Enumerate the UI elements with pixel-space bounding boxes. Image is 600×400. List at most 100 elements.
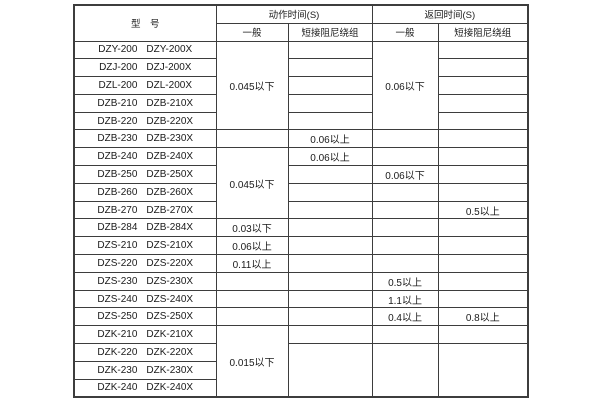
model-name: DZB-220 (97, 115, 138, 127)
return-damped-cell (437, 111, 529, 131)
model-name-x: DZB-260X (146, 186, 194, 198)
model-cell: DZB-270 DZB-270X (73, 200, 217, 220)
return-damped-cell (437, 76, 529, 95)
model-name-x: DZS-240X (146, 293, 194, 305)
table-row: DZJ-200 DZJ-200X (73, 58, 529, 78)
model-name: DZB-250 (97, 168, 138, 180)
table-row: DZB-230 DZB-230X 0.06以上 (73, 129, 529, 149)
action-damped-cell: 0.06以上 (287, 129, 373, 149)
model-name: DZK-220 (97, 346, 138, 358)
model-name: DZK-230 (97, 364, 138, 376)
model-cell: DZS-210 DZS-210X (73, 236, 217, 256)
action-damped-cell (287, 271, 373, 291)
return-damped-cell (437, 58, 529, 78)
table-row: DZS-230 DZS-230X 0.5以上 (73, 271, 529, 291)
model-cell: DZK-220 DZK-220X (73, 343, 217, 362)
action-general-cell (215, 289, 289, 309)
return-damped-cell: 0.5以上 (437, 200, 529, 220)
model-name: DZB-230 (97, 133, 138, 145)
return-general-cell (371, 129, 439, 149)
return-general-cell (371, 343, 439, 398)
return-damped-cell (437, 182, 529, 202)
return-damped-cell (437, 129, 529, 149)
table-row: DZS-240 DZS-240X 1.1以上 (73, 289, 529, 309)
model-name-x: DZS-230X (146, 275, 194, 287)
action-general-cell (215, 129, 289, 149)
header-return-time: 返回时间(S) (371, 4, 529, 24)
return-general-cell (371, 325, 439, 345)
action-damped-cell (287, 325, 373, 345)
model-cell: DZK-230 DZK-230X (73, 360, 217, 380)
table-row: DZB-240 DZB-240X 0.045以下 0.06以上 (73, 147, 529, 220)
model-name: DZK-240 (97, 382, 138, 394)
action-general-cell: 0.045以下 (215, 147, 289, 220)
table-row: DZL-200 DZL-200X (73, 76, 529, 95)
header-action-damped: 短接阻尼绕组 (287, 22, 373, 42)
model-cell: DZL-200 DZL-200X (73, 76, 217, 95)
model-cell: DZB-260 DZB-260X (73, 182, 217, 202)
return-damped-cell (437, 343, 529, 398)
return-general-cell (371, 147, 439, 167)
model-name: DZS-210 (97, 240, 138, 252)
model-name-x: DZS-250X (146, 311, 194, 323)
model-name-x: DZY-200X (146, 44, 193, 56)
table-row: DZB-250 DZB-250X 0.06以下 (73, 165, 529, 184)
return-general-cell (371, 254, 439, 273)
model-name-x: DZL-200X (146, 79, 192, 91)
action-general-cell: 0.045以下 (215, 40, 289, 131)
table-row: DZB-210 DZB-210X (73, 93, 529, 113)
table-row: DZS-220 DZS-220X 0.11以上 (73, 254, 529, 273)
action-damped-cell (287, 289, 373, 309)
table-row: DZB-270 DZB-270X 0.5以上 (73, 200, 529, 220)
model-name: DZB-284 (97, 222, 138, 234)
model-name-x: DZK-220X (146, 346, 194, 358)
return-general-cell (371, 200, 439, 220)
header-action-time: 动作时间(S) (215, 4, 373, 24)
action-damped-cell (287, 182, 373, 202)
table-row: DZB-220 DZB-220X (73, 111, 529, 131)
table-row: DZK-220 DZK-220X (73, 343, 529, 398)
action-damped-cell (287, 93, 373, 113)
header-return-general: 一般 (371, 22, 439, 42)
return-general-cell: 1.1以上 (371, 289, 439, 309)
table-row: DZK-210 DZK-210X 0.015以下 (73, 325, 529, 398)
return-damped-cell (437, 236, 529, 256)
return-general-cell (371, 182, 439, 202)
action-damped-cell (287, 40, 373, 60)
model-name-x: DZK-210X (146, 329, 194, 341)
model-name-x: DZK-230X (146, 364, 194, 376)
model-name-x: DZB-284X (146, 222, 194, 234)
action-general-cell: 0.11以上 (215, 254, 289, 273)
header-return-damped: 短接阻尼绕组 (437, 22, 529, 42)
model-name-x: DZB-240X (146, 151, 194, 163)
model-name-x: DZB-270X (146, 204, 194, 216)
action-general-cell (215, 307, 289, 327)
header-model: 型 号 (73, 4, 217, 42)
return-general-cell (371, 218, 439, 238)
return-damped-cell (437, 147, 529, 167)
action-damped-cell: 0.06以上 (287, 147, 373, 167)
return-damped-cell (437, 254, 529, 273)
action-general-cell: 0.03以下 (215, 218, 289, 238)
table-header: 型 号 动作时间(S) 返回时间(S) 一般 短接阻尼绕组 一般 短接阻尼绕组 (73, 4, 529, 42)
model-cell: DZB-240 DZB-240X (73, 147, 217, 167)
model-cell: DZB-230 DZB-230X (73, 129, 217, 149)
return-damped-cell (437, 40, 529, 60)
model-name: DZS-220 (97, 257, 138, 269)
return-general-cell: 0.06以下 (371, 40, 439, 131)
model-name-x: DZB-220X (146, 115, 194, 127)
model-name: DZS-230 (97, 275, 138, 287)
model-name: DZS-240 (97, 293, 138, 305)
table-body: DZY-200 DZY-200X 0.045以下 0.06以下 DZJ-200 DZ… (73, 40, 529, 398)
model-cell: DZJ-200 DZJ-200X (73, 58, 217, 78)
model-cell: DZB-210 DZB-210X (73, 93, 217, 113)
model-cell: DZK-210 DZK-210X (73, 325, 217, 345)
action-damped-cell (287, 254, 373, 273)
action-damped-cell (287, 343, 373, 398)
table-row: DZB-260 DZB-260X (73, 182, 529, 202)
model-name: DZB-270 (97, 204, 138, 216)
model-cell: DZB-284 DZB-284X (73, 218, 217, 238)
action-damped-cell (287, 218, 373, 238)
model-name-x: DZK-240X (146, 382, 194, 394)
